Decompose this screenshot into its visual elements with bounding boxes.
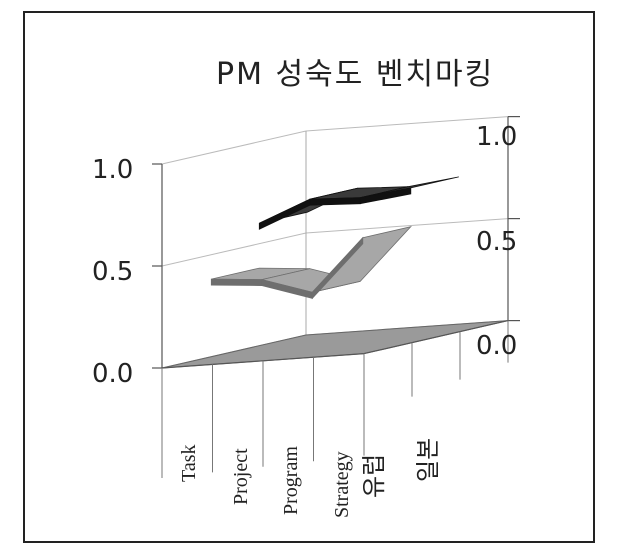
series-ribbon-2 [259,177,459,229]
side-wall-gridline [162,233,306,266]
axis-layer [152,117,520,478]
y-tick-right-1: 1.0 [476,122,517,152]
series-ribbon-1 [211,227,410,299]
series-layer [211,177,458,298]
chart-walls [162,117,508,368]
series-label-japan: 일본 [414,438,442,482]
chart-title: PM 성숙도 벤치마킹 [216,57,494,92]
series-label-europe: 유럽 [360,454,388,498]
y-tick-left-3: 0.0 [92,359,133,389]
y-tick-left-1: 1.0 [92,155,133,185]
category-label-strategy: Strategy [331,451,353,518]
y-tick-right-2: 0.5 [476,227,517,257]
category-label-project: Project [230,448,252,505]
series-front-segment [310,198,361,206]
side-wall-gridline [162,131,306,164]
series-front-segment [259,199,310,229]
floor-plane [162,321,508,368]
y-tick-right-3: 0.0 [476,331,517,361]
category-label-task: Task [178,445,200,482]
series-front-segment [211,279,261,286]
category-label-program: Program [280,446,302,515]
y-tick-left-2: 0.5 [92,257,133,287]
